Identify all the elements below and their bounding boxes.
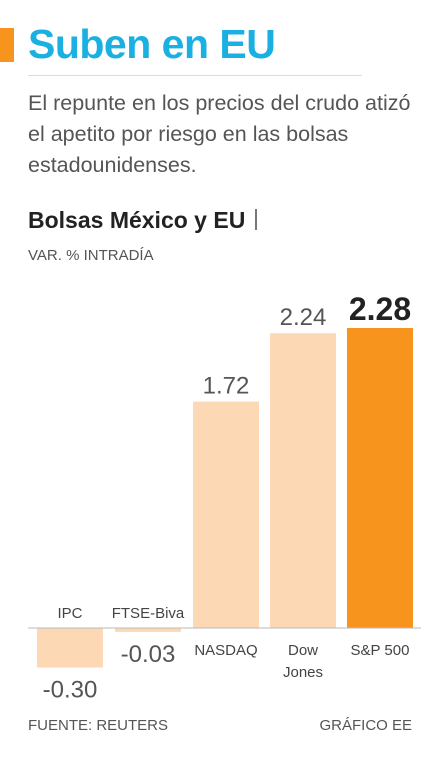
value-label-ftse-biva: -0.03: [121, 641, 176, 668]
category-label-nasdaq: NASDAQ: [194, 642, 257, 659]
graphic-credit: GRÁFICO EE: [319, 717, 412, 734]
value-label-s-p-500: 2.28: [349, 291, 411, 327]
bar-nasdaq: [193, 401, 259, 628]
chart-title-marker: [255, 209, 258, 230]
chart-title: Bolsas México y EU: [28, 207, 258, 234]
page-subtitle: El repunte en los precios del crudo atiz…: [28, 91, 411, 177]
bar-dow-jones: [270, 333, 336, 628]
chart-title-text: Bolsas México y EU: [28, 207, 246, 233]
category-label-ftse-biva: FTSE-Biva: [112, 605, 185, 622]
bar-s-p-500: [347, 328, 413, 628]
page-title: Suben en EU: [28, 21, 276, 67]
category-label-s-p-500: S&P 500: [351, 642, 410, 659]
value-label-ipc: -0.30: [43, 677, 98, 704]
accent-bar: [0, 28, 14, 62]
category-label-ipc: IPC: [57, 605, 82, 622]
chart-units-label: VAR. % INTRADÍA: [28, 247, 154, 264]
bar-ipc: [37, 628, 103, 668]
value-label-dow-jones: 2.24: [280, 304, 327, 331]
category-label-dow-jones: Dow Jones: [283, 642, 323, 681]
title-divider: [28, 75, 362, 76]
value-label-nasdaq: 1.72: [203, 373, 250, 400]
bar-ftse-biva: [115, 628, 181, 632]
source-note: FUENTE: REUTERS: [28, 717, 169, 734]
